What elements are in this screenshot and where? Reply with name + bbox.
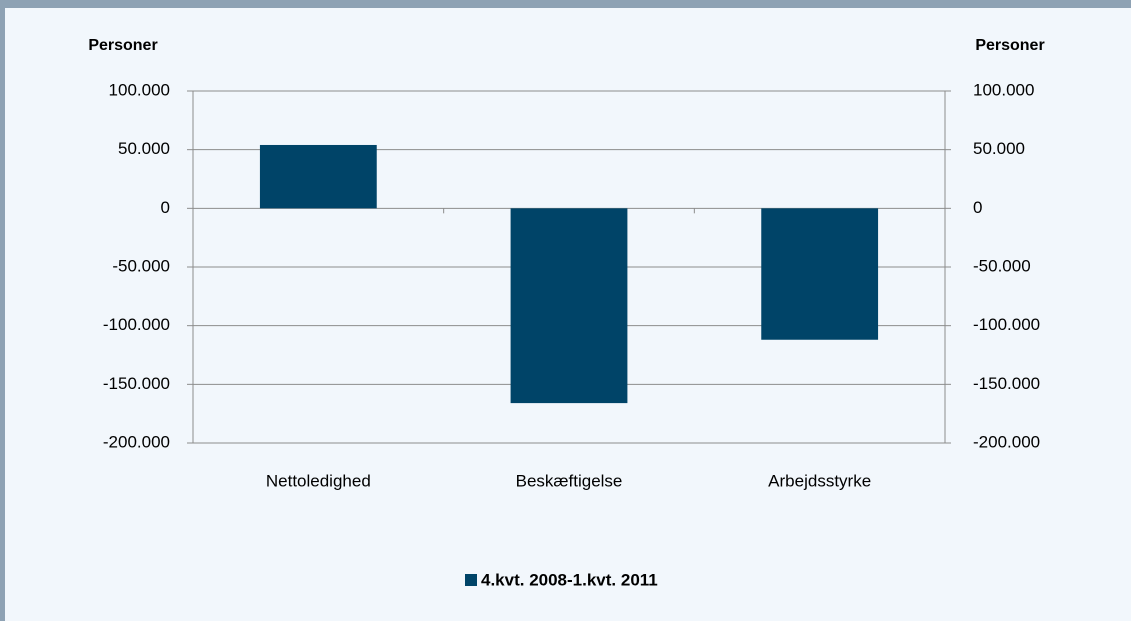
y-tick-label: 50.000 [118,139,170,158]
y-tick-label: -200.000 [103,432,170,451]
y2-tick-label: -50.000 [973,256,1031,275]
y2-tick-label: -200.000 [973,432,1040,451]
y-tick-label: -50.000 [112,256,170,275]
bar [259,144,377,209]
legend-label: 4.kvt. 2008-1.kvt. 2011 [481,570,658,589]
y-tick-label: 0 [161,198,170,217]
y2-tick-label: 100.000 [973,80,1034,99]
y2-tick-label: -100.000 [973,315,1040,334]
bar [761,208,879,340]
y-tick-label: -100.000 [103,315,170,334]
y-tick-label: 100.000 [109,80,170,99]
left-border [0,0,5,621]
legend-swatch [465,574,477,586]
y2-axis-title: Personer [975,37,1044,54]
y-tick-label: -150.000 [103,374,170,393]
bar [510,208,628,404]
x-tick-label: Nettoledighed [266,471,371,490]
header-strip [0,0,1131,8]
y2-tick-label: -150.000 [973,374,1040,393]
y2-tick-label: 0 [973,198,982,217]
y-axis-title: Personer [88,37,157,54]
y2-tick-label: 50.000 [973,139,1025,158]
x-tick-label: Arbejdsstyrke [768,471,871,490]
x-tick-label: Beskæftigelse [516,471,623,490]
